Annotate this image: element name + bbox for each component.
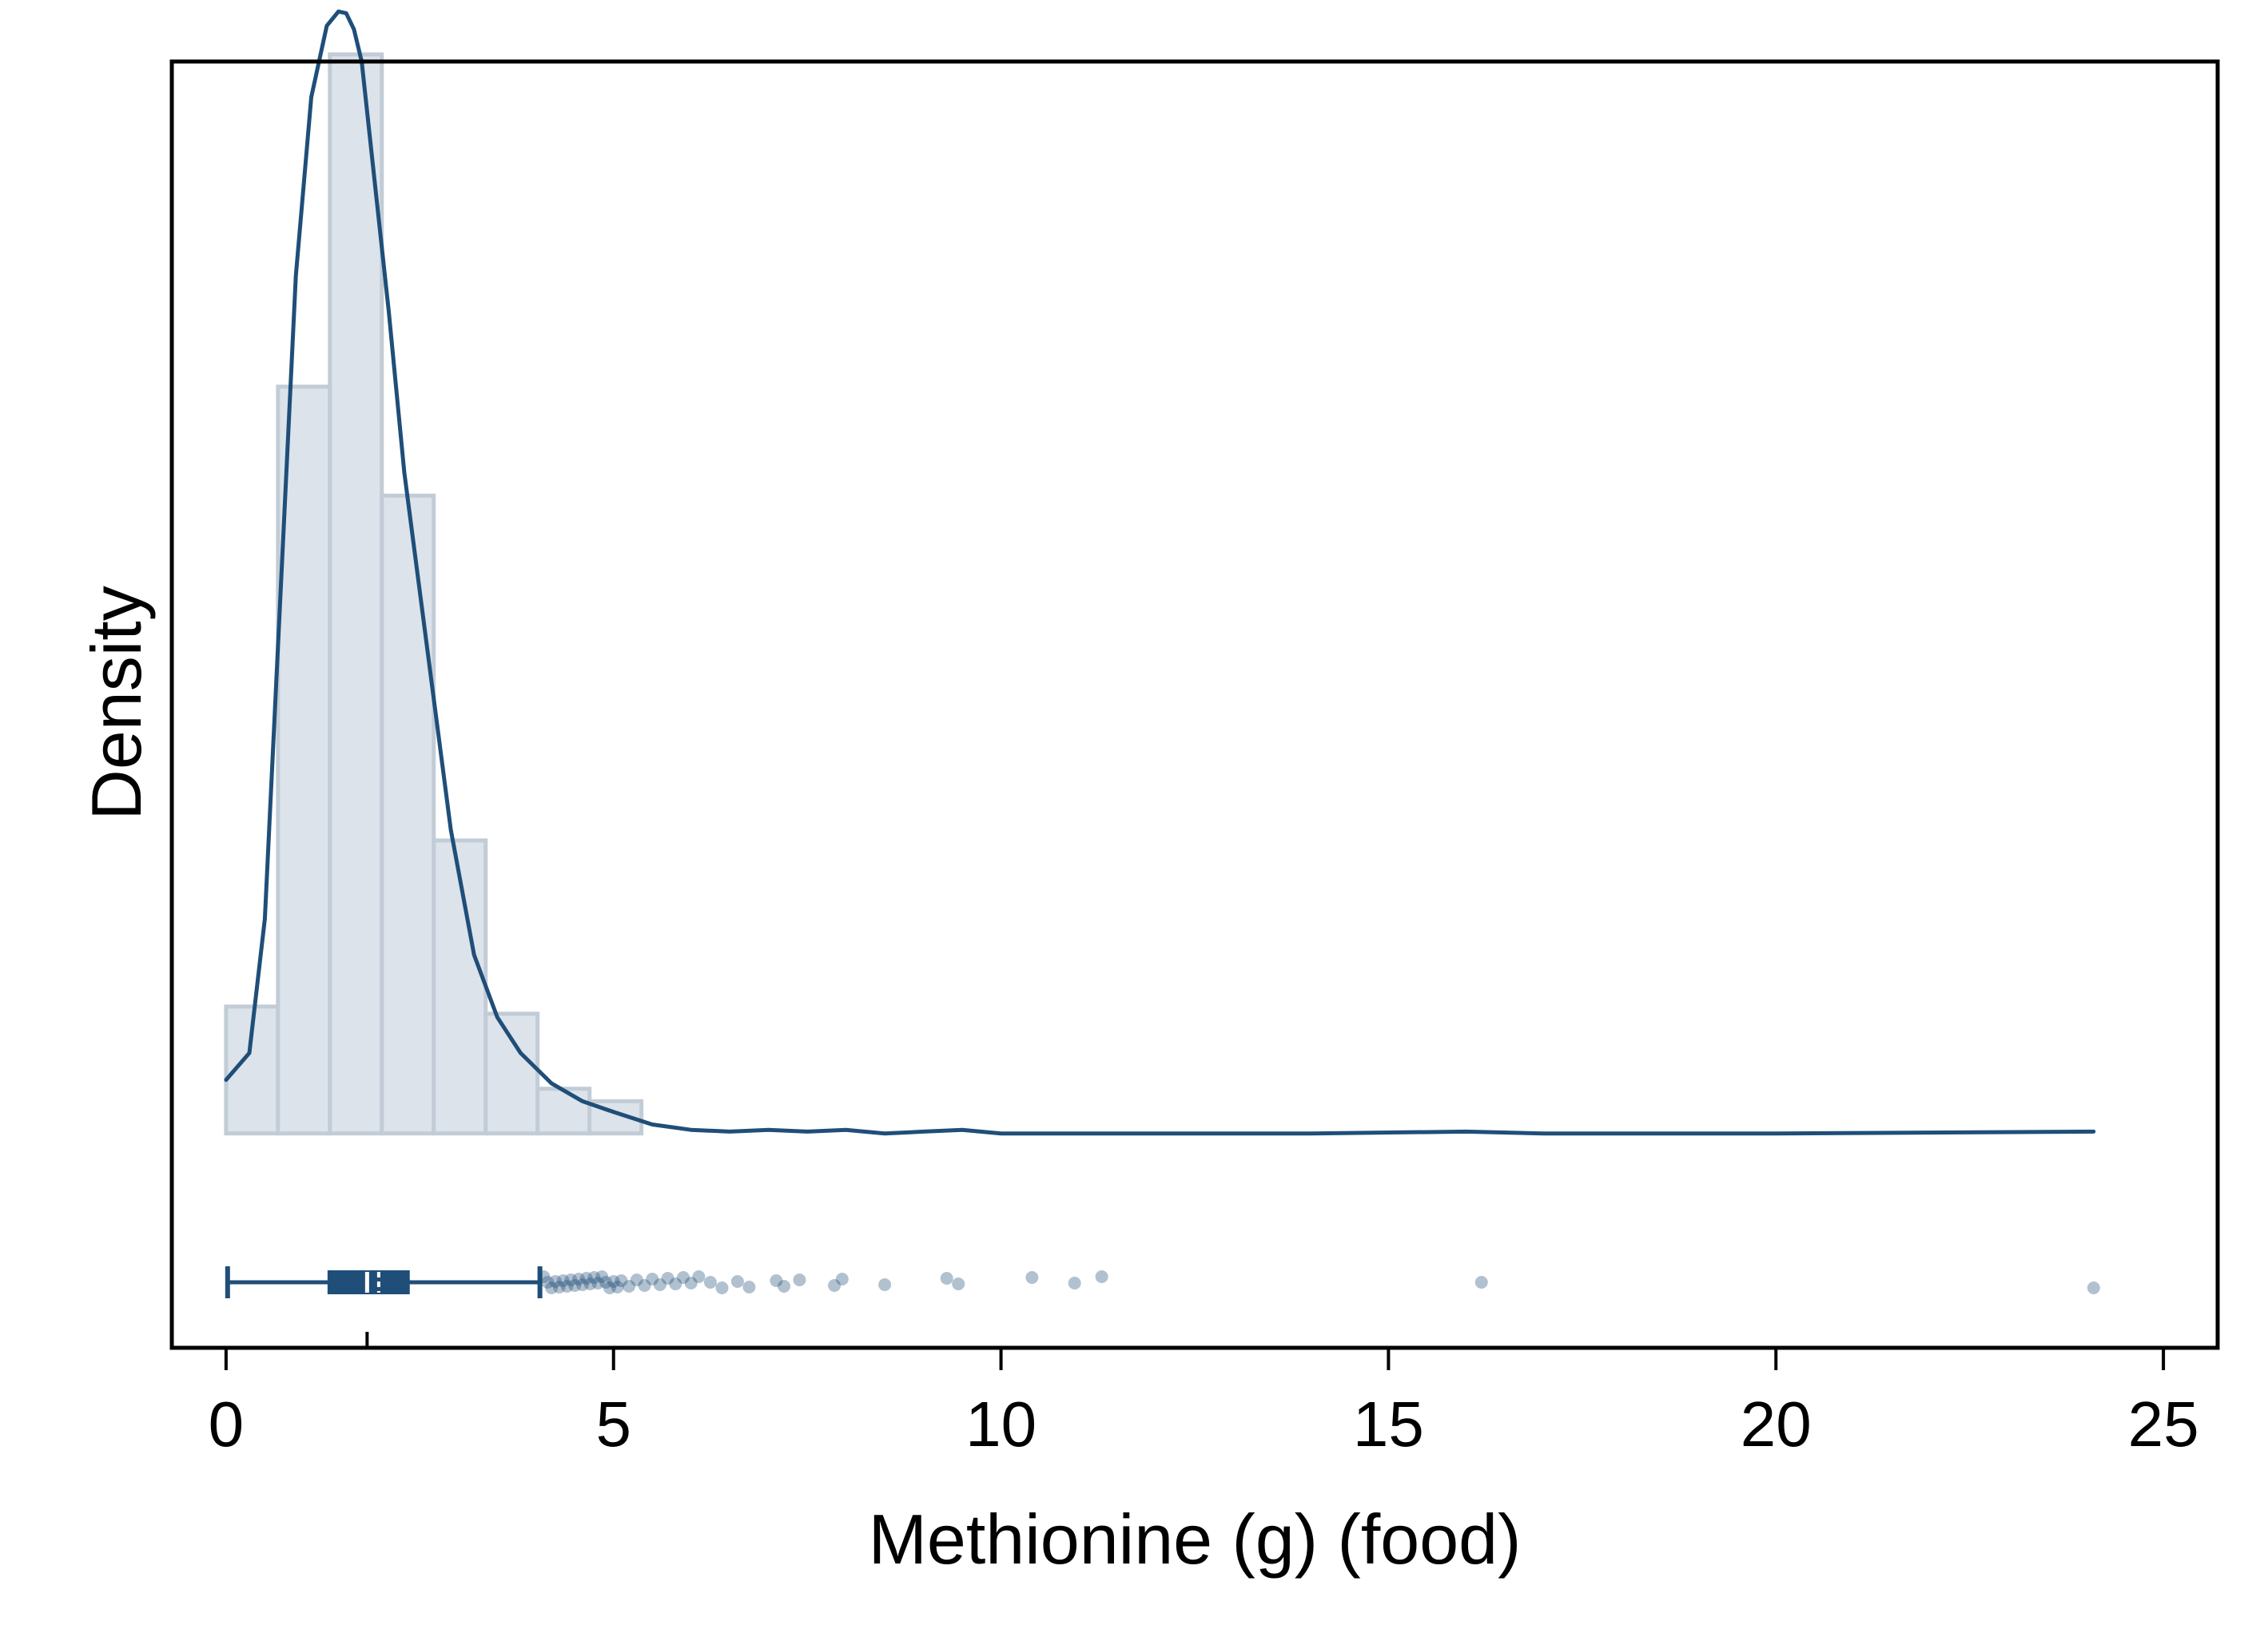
x-tick-label: 10 bbox=[965, 1389, 1037, 1460]
histogram-bars bbox=[224, 52, 644, 1136]
outlier-point bbox=[878, 1278, 892, 1291]
outlier-point bbox=[579, 1272, 593, 1285]
outlier-point bbox=[653, 1278, 666, 1291]
x-tick-label: 0 bbox=[209, 1389, 245, 1460]
outlier-point bbox=[556, 1274, 570, 1287]
outlier-point bbox=[603, 1281, 616, 1294]
outlier-point bbox=[730, 1275, 744, 1288]
histogram-bar bbox=[380, 493, 436, 1136]
outlier-point bbox=[770, 1274, 783, 1287]
outlier-point bbox=[793, 1274, 806, 1286]
outlier-point bbox=[677, 1271, 690, 1284]
histogram-bar bbox=[328, 52, 384, 1136]
outlier-point bbox=[742, 1281, 756, 1293]
outlier-point bbox=[591, 1277, 605, 1289]
x-tick-label: 25 bbox=[2128, 1389, 2199, 1460]
histogram-bar bbox=[432, 838, 488, 1136]
outlier-point bbox=[1474, 1276, 1488, 1289]
outlier-point bbox=[715, 1281, 729, 1294]
outlier-point bbox=[564, 1274, 578, 1286]
outlier-point bbox=[692, 1270, 706, 1283]
outlier-point bbox=[778, 1280, 791, 1293]
x-tick-label: 5 bbox=[595, 1389, 631, 1460]
boxplot-outliers bbox=[537, 1270, 2100, 1294]
outlier-point bbox=[661, 1272, 674, 1285]
outlier-point bbox=[630, 1274, 643, 1286]
outlier-point bbox=[646, 1273, 659, 1285]
outlier-point bbox=[572, 1273, 586, 1285]
outlier-point bbox=[615, 1274, 628, 1287]
density-curve bbox=[224, 9, 2096, 1136]
plot-frame bbox=[169, 59, 2220, 1350]
outlier-point bbox=[684, 1277, 698, 1289]
histogram-bar bbox=[535, 1087, 592, 1136]
outlier-point bbox=[595, 1270, 609, 1283]
x-tick-label: 20 bbox=[1741, 1389, 1812, 1460]
outlier-point bbox=[940, 1272, 953, 1285]
density-line bbox=[224, 9, 2096, 1136]
outlier-point bbox=[952, 1277, 965, 1290]
histogram-bar bbox=[483, 1011, 540, 1136]
outlier-point bbox=[587, 1271, 601, 1284]
outlier-point bbox=[638, 1279, 651, 1292]
outlier-point bbox=[623, 1280, 636, 1293]
outlier-point bbox=[599, 1276, 613, 1289]
outlier-point bbox=[1025, 1271, 1039, 1284]
outlier-point bbox=[669, 1277, 682, 1290]
outlier-point bbox=[611, 1281, 624, 1293]
x-axis-title: Methionine (g) (food) bbox=[869, 1500, 1522, 1579]
outlier-point bbox=[1095, 1270, 1108, 1283]
histogram-bar bbox=[276, 384, 332, 1136]
outlier-point bbox=[545, 1281, 559, 1294]
outlier-point bbox=[607, 1275, 620, 1288]
outlier-point bbox=[560, 1280, 574, 1293]
outlier-point bbox=[703, 1276, 717, 1289]
y-axis-title: Density bbox=[77, 586, 156, 820]
outlier-point bbox=[828, 1279, 842, 1292]
outlier-point bbox=[568, 1279, 582, 1292]
x-axis: 0 5 10 15 20 25 bbox=[209, 1332, 2199, 1460]
x-tick-label: 15 bbox=[1353, 1389, 1424, 1460]
outlier-point bbox=[552, 1281, 566, 1293]
outlier-point bbox=[583, 1277, 597, 1290]
outlier-point bbox=[1068, 1277, 1081, 1289]
outlier-point bbox=[835, 1273, 849, 1285]
outlier-point bbox=[537, 1270, 551, 1283]
outlier-point bbox=[549, 1275, 562, 1288]
outlier-point bbox=[575, 1278, 589, 1291]
outlier-point bbox=[2087, 1281, 2100, 1294]
boxplot bbox=[225, 1266, 543, 1298]
outlier-point bbox=[541, 1276, 555, 1289]
